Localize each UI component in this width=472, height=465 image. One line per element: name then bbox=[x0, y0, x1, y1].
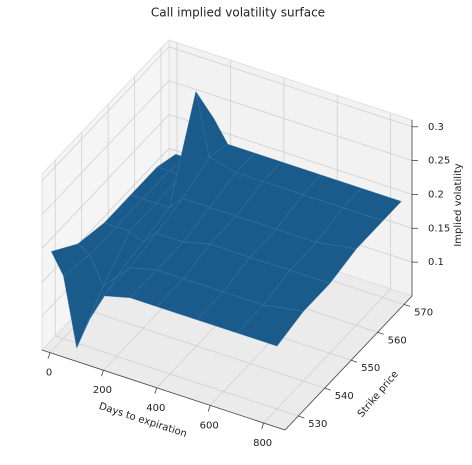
y-tick-label: 540 bbox=[335, 391, 354, 402]
z-tick-label: 0.15 bbox=[428, 223, 450, 234]
x-tick-label: 0 bbox=[46, 368, 52, 379]
y-tick-label: 570 bbox=[414, 307, 433, 318]
x-tick-label: 800 bbox=[253, 438, 272, 449]
x-tick-label: 600 bbox=[200, 420, 219, 431]
tick-mark bbox=[351, 359, 358, 363]
y-tick-label: 550 bbox=[361, 363, 380, 374]
tick-mark bbox=[403, 303, 411, 307]
x-tick-label: 200 bbox=[93, 385, 112, 396]
grid-line bbox=[55, 335, 299, 417]
x-tick-label: 400 bbox=[146, 403, 165, 414]
z-axis-label: Implied volatility bbox=[453, 163, 464, 246]
tick-mark bbox=[101, 370, 104, 377]
z-tick-label: 0.25 bbox=[428, 156, 450, 167]
z-tick-label: 0.3 bbox=[428, 122, 444, 133]
tick-mark bbox=[377, 331, 384, 335]
surface-patch bbox=[236, 304, 304, 347]
x-axis-line bbox=[41, 349, 286, 431]
grid-line bbox=[81, 307, 325, 389]
tick-mark bbox=[324, 387, 331, 391]
y-tick-label: 530 bbox=[308, 419, 327, 430]
z-tick-label: 0.2 bbox=[428, 189, 444, 200]
grid-line bbox=[41, 46, 170, 182]
tick-mark bbox=[298, 415, 305, 419]
tick-mark bbox=[207, 405, 211, 412]
y-axis-line bbox=[284, 295, 413, 431]
tick-mark bbox=[261, 422, 265, 430]
tick-mark bbox=[154, 387, 158, 394]
grid-line bbox=[41, 114, 170, 249]
grid-line bbox=[41, 80, 170, 215]
chart-title: Call implied volatility surface bbox=[151, 6, 325, 20]
tick-mark bbox=[47, 352, 51, 359]
y-tick-label: 560 bbox=[388, 335, 407, 346]
grid-line bbox=[168, 46, 413, 128]
grid-line bbox=[168, 80, 413, 161]
grid-line bbox=[263, 288, 391, 424]
z-tick-label: 0.1 bbox=[428, 257, 444, 268]
